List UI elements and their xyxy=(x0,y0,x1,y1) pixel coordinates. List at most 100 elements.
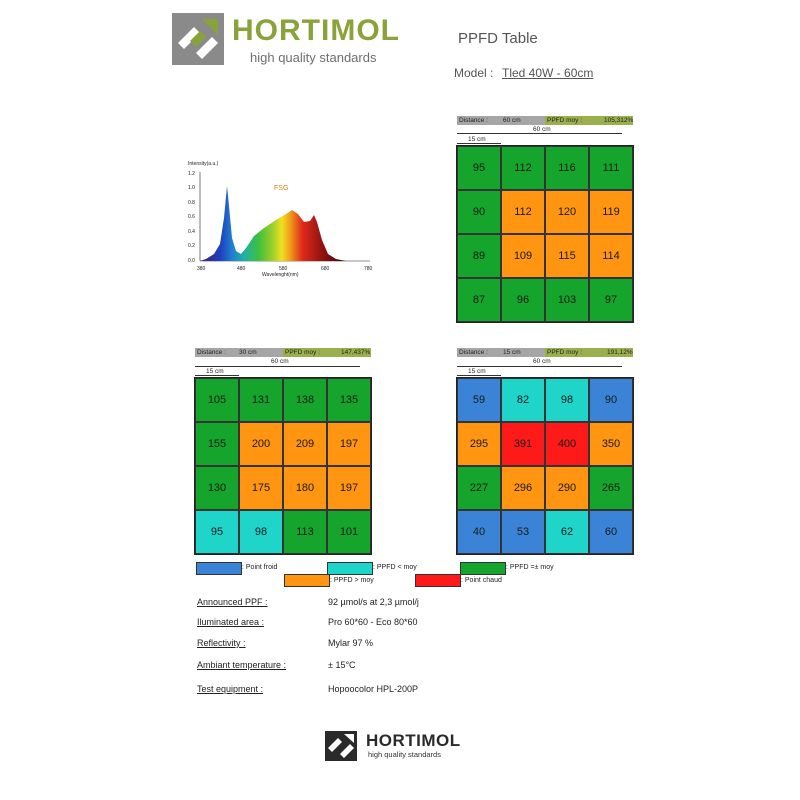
ppfd-cell: 290 xyxy=(545,466,589,510)
ppfd-cell: 98 xyxy=(545,378,589,422)
ppfd-cell: 112 xyxy=(501,190,545,234)
footer-brand: HORTIMOL xyxy=(366,731,461,750)
ppfd-cell: 112 xyxy=(501,146,545,190)
ppfd-cell: 197 xyxy=(327,466,371,510)
spectrum-ytick: 0.0 xyxy=(188,258,195,264)
ppfd-cell: 90 xyxy=(589,378,633,422)
distance-value: 30 cm xyxy=(239,349,257,356)
ppfd-cell: 60 xyxy=(589,510,633,554)
spec-value-equipment: Hopoocolor HPL-200P xyxy=(328,684,419,694)
spectrum-xtick: 380 xyxy=(197,266,206,272)
cell-size-label: 15 cm xyxy=(468,368,486,375)
ppfd-cell: 62 xyxy=(545,510,589,554)
legend-cold: : Point froid xyxy=(242,564,278,571)
spec-label-ppf: Announced PPF : xyxy=(197,597,268,607)
ppfd-cell: 265 xyxy=(589,466,633,510)
ppfd-value: 191,12% xyxy=(607,349,633,356)
ppfd-cell: 119 xyxy=(589,190,633,234)
legend-swatch-cold xyxy=(196,562,242,575)
legend-swatch-above xyxy=(284,574,330,587)
ppfd-grid: 105 131 138 135 155 200 209 197 130 175 180 197 95 98… xyxy=(194,377,372,555)
ppfd-cell: 105 xyxy=(195,378,239,422)
ppfd-cell: 296 xyxy=(501,466,545,510)
legend-swatch-average xyxy=(460,562,506,575)
ppfd-cell: 111 xyxy=(589,146,633,190)
ppfd-label: PPFD moy : xyxy=(285,349,321,356)
spec-value-reflectivity: Mylar 97 % xyxy=(328,638,374,648)
ppfd-cell: 109 xyxy=(501,234,545,278)
cell-dimension-line xyxy=(457,143,501,144)
cell-size-label: 15 cm xyxy=(206,368,224,375)
ppfd-cell: 131 xyxy=(239,378,283,422)
spec-label-temperature: Ambiant temperature : xyxy=(197,660,287,670)
spectrum-ytick: 0.6 xyxy=(188,214,195,220)
distance-value: 15 cm xyxy=(503,349,521,356)
ppfd-cell: 98 xyxy=(239,510,283,554)
model-label: Model : xyxy=(454,66,494,80)
width-label: 60 cm xyxy=(533,358,551,365)
ppfd-cell: 95 xyxy=(195,510,239,554)
ppfd-cell: 87 xyxy=(457,278,501,322)
cell-size-label: 15 cm xyxy=(468,136,486,143)
ppfd-cell: 138 xyxy=(283,378,327,422)
spectrum-xlabel: Wavelenght(nm) xyxy=(262,272,299,278)
ppfd-value: 105,312% xyxy=(604,117,634,124)
ppfd-cell: 114 xyxy=(589,234,633,278)
hortimol-logo-icon xyxy=(172,13,224,65)
ppfd-cell: 130 xyxy=(195,466,239,510)
legend-swatch-below xyxy=(327,562,373,575)
distance-value: 60 cm xyxy=(503,117,521,124)
ppfd-cell: 95 xyxy=(457,146,501,190)
ppfd-cell: 59 xyxy=(457,378,501,422)
width-label: 60 cm xyxy=(533,126,551,133)
ppfd-cell: 391 xyxy=(501,422,545,466)
spectrum-ytick: 1.2 xyxy=(188,171,195,177)
spectrum-ytick: 0.2 xyxy=(188,243,195,249)
spectrum-curve xyxy=(200,186,346,261)
ppfd-cell: 227 xyxy=(457,466,501,510)
spectrum-ytick: 1.0 xyxy=(188,185,195,191)
ppfd-cell: 197 xyxy=(327,422,371,466)
spectrum-xtick: 680 xyxy=(321,266,330,272)
ppfd-cell: 82 xyxy=(501,378,545,422)
legend-above: : PPFD > moy xyxy=(330,577,374,584)
spec-value-area: Pro 60*60 - Eco 80*60 xyxy=(328,617,418,627)
spec-value-temperature: ± 15°C xyxy=(328,660,356,670)
spectrum-ylabel: Intensity(a.u.) xyxy=(188,161,219,167)
ppfd-grid: 59 82 98 90 295 391 400 350 227 296 290 265 40 53 62 60 xyxy=(456,377,634,555)
ppfd-cell: 120 xyxy=(545,190,589,234)
ppfd-cell: 200 xyxy=(239,422,283,466)
ppfd-cell: 209 xyxy=(283,422,327,466)
footer-tagline: high quality standards xyxy=(368,750,441,759)
legend-average: : PPFD =± moy xyxy=(506,564,554,571)
table-header-60cm: Distance : 60 cm PPFD moy : 105,312% xyxy=(457,116,633,125)
ppfd-label: PPFD moy : xyxy=(547,117,583,124)
ppfd-cell: 400 xyxy=(545,422,589,466)
width-dimension-line xyxy=(457,366,622,367)
ppfd-cell: 101 xyxy=(327,510,371,554)
spec-label-area: Iluminated area : xyxy=(197,617,265,627)
ppfd-cell: 135 xyxy=(327,378,371,422)
ppfd-cell: 115 xyxy=(545,234,589,278)
spectrum-xtick: 580 xyxy=(279,266,288,272)
ppfd-cell: 40 xyxy=(457,510,501,554)
ppfd-cell: 97 xyxy=(589,278,633,322)
ppfd-value: 147,437% xyxy=(341,349,371,356)
spectrum-ytick: 0.4 xyxy=(188,229,195,235)
ppfd-cell: 175 xyxy=(239,466,283,510)
ppfd-label: PPFD moy : xyxy=(547,349,583,356)
distance-label: Distance : xyxy=(197,349,226,356)
brand-name: HORTIMOL xyxy=(232,14,400,47)
distance-label: Distance : xyxy=(459,117,488,124)
ppfd-cell: 90 xyxy=(457,190,501,234)
ppfd-grid: 95 112 116 111 90 112 120 119 89 109 115 114 87 96 103… xyxy=(456,145,634,323)
ppfd-cell: 116 xyxy=(545,146,589,190)
ppfd-cell: 155 xyxy=(195,422,239,466)
table-header-15cm: Distance : 15 cm PPFD moy : 191,12% xyxy=(457,348,633,357)
spectrum-tag: FSG xyxy=(274,185,288,192)
width-dimension-line xyxy=(195,366,360,367)
ppfd-cell: 89 xyxy=(457,234,501,278)
brand-tagline: high quality standards xyxy=(250,50,377,65)
distance-label: Distance : xyxy=(459,349,488,356)
cell-dimension-line xyxy=(195,375,239,376)
